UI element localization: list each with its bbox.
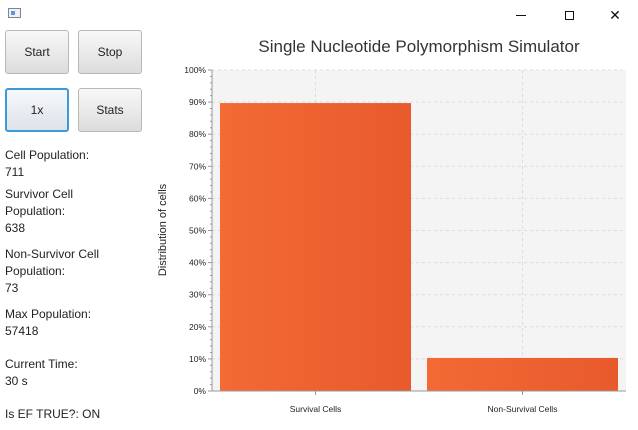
y-tick-label: 60% (189, 193, 206, 203)
minimize-icon (516, 14, 526, 16)
nonsurvivor-label-line2: Population: (5, 264, 66, 278)
max-population-info: Max Population: 57418 (5, 306, 91, 340)
y-tick-label: 50% (189, 226, 206, 236)
y-tick-label: 40% (189, 258, 206, 268)
stop-button[interactable]: Stop (78, 30, 142, 74)
cell-population-label: Cell Population: (5, 148, 90, 162)
bar-survival-cells (220, 103, 411, 392)
y-tick-label: 0% (194, 386, 207, 396)
minimize-button[interactable] (498, 0, 544, 30)
window-titlebar: ✕ (0, 0, 638, 30)
current-time-label: Current Time: (5, 357, 78, 371)
max-population-value: 57418 (5, 324, 39, 338)
y-tick-label: 80% (189, 129, 206, 139)
chart-title: Single Nucleotide Polymorphism Simulator (258, 37, 580, 56)
y-tick-label: 20% (189, 322, 206, 332)
survivor-label-line2: Population: (5, 204, 66, 218)
x-tick-label: Survival Cells (290, 404, 342, 414)
y-tick-label: 30% (189, 290, 206, 300)
maximize-icon (564, 10, 574, 20)
nonsurvivor-value: 73 (5, 281, 19, 295)
nonsurvivor-population-info: Non-Survivor Cell Population: 73 (5, 246, 99, 297)
y-tick-label: 10% (189, 354, 206, 364)
y-tick-label: 70% (189, 161, 206, 171)
current-time-info: Current Time: 30 s (5, 356, 78, 390)
current-time-value: 30 s (5, 374, 28, 388)
speed-button[interactable]: 1x (5, 88, 69, 132)
nonsurvivor-label-line1: Non-Survivor Cell (5, 247, 100, 261)
start-button[interactable]: Start (5, 30, 69, 74)
app-window-icon (8, 8, 21, 18)
stats-button[interactable]: Stats (78, 88, 142, 132)
y-tick-label: 100% (184, 65, 206, 75)
maximize-button[interactable] (546, 0, 592, 30)
ef-status: Is EF TRUE?: ON (5, 407, 101, 421)
cell-population-value: 711 (5, 165, 25, 179)
survivor-label-line1: Survivor Cell (5, 187, 74, 201)
bar-non-survival-cells (427, 357, 618, 391)
x-tick-label: Non-Survival Cells (488, 404, 558, 414)
close-icon: ✕ (609, 6, 621, 23)
survivor-value: 638 (5, 221, 26, 235)
y-tick-label: 90% (189, 97, 206, 107)
close-button[interactable]: ✕ (592, 0, 638, 30)
max-population-label: Max Population: (5, 307, 92, 321)
survivor-population-info: Survivor Cell Population: 638 (5, 186, 73, 237)
cell-population-info: Cell Population: 711 (5, 147, 89, 181)
